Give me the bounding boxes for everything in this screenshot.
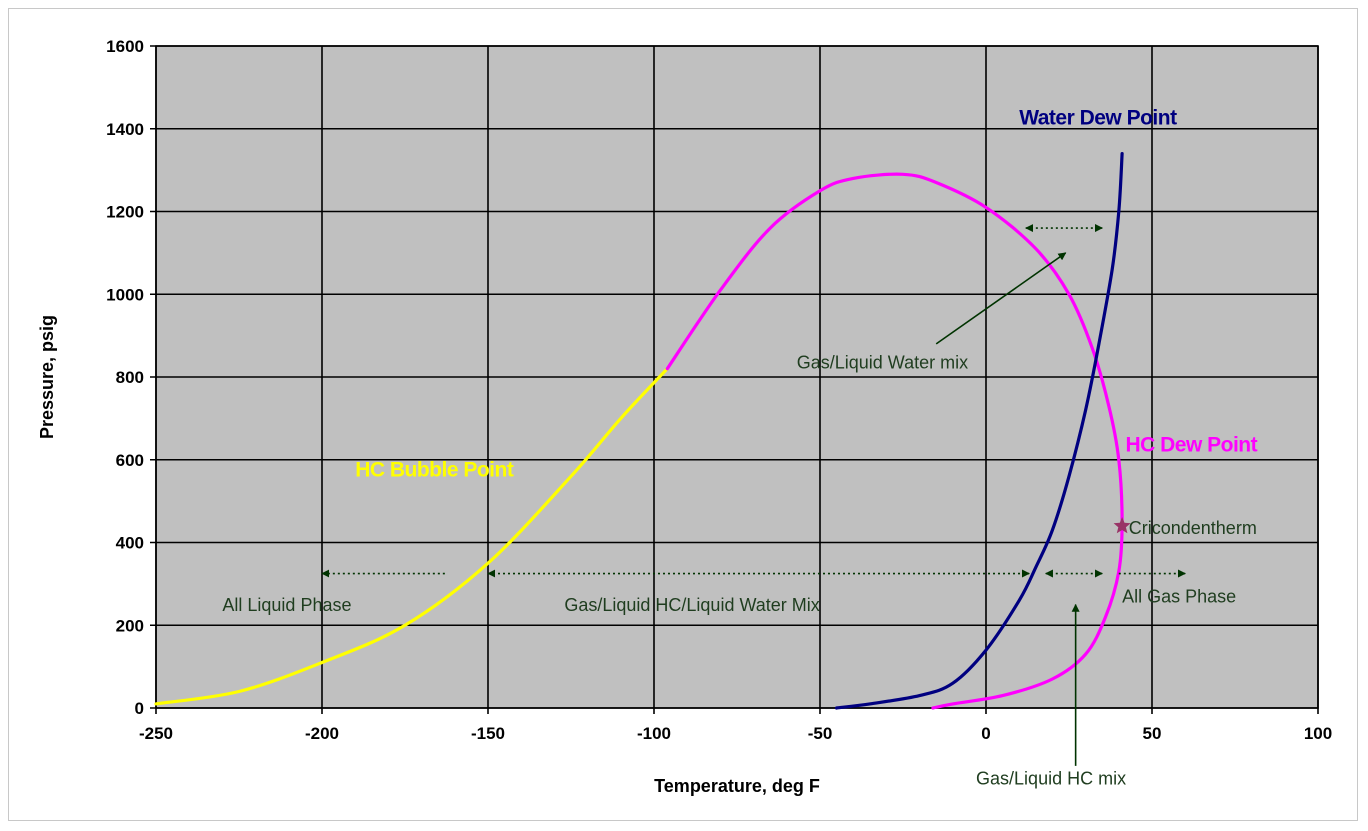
gas-liquid-hc-mix-label: Gas/Liquid HC mix <box>976 769 1126 789</box>
gas-liquid-water-mix-label: Gas/Liquid Water mix <box>797 353 968 373</box>
all-gas-phase-label: All Gas Phase <box>1122 586 1236 606</box>
x-tick-label: -50 <box>808 724 833 743</box>
gridlines <box>150 45 1319 714</box>
y-tick-label: 1200 <box>106 203 144 222</box>
water-dew-point-label: Water Dew Point <box>1019 107 1177 130</box>
x-tick-label: 0 <box>981 724 990 743</box>
curves <box>154 152 1131 710</box>
x-tick-label: -250 <box>139 724 173 743</box>
gas-liquid-hc-water-mix-label: Gas/Liquid HC/Liquid Water Mix <box>564 595 819 615</box>
chart-frame: -250 -200 -150 -100 -50 0 50 100 0 200 400 600 800 10… <box>8 8 1358 821</box>
cricondentherm-star-icon <box>1113 517 1131 534</box>
cricondentherm-label: Cricondentherm <box>1129 518 1257 538</box>
y-tick-label: 0 <box>135 699 144 718</box>
tick-labels: -250 -200 -150 -100 -50 0 50 100020040060080010… <box>106 37 1332 743</box>
hc-dew-point-curve <box>665 172 1124 710</box>
x-tick-label: -150 <box>471 724 505 743</box>
y-axis-label: Pressure, psig <box>37 315 57 439</box>
annotation-arrows <box>321 224 1186 766</box>
all-liquid-phase-label: All Liquid Phase <box>222 595 351 615</box>
y-tick-label: 400 <box>116 534 144 553</box>
y-tick-label: 800 <box>116 368 144 387</box>
y-tick-label: 1600 <box>106 37 144 56</box>
y-tick-label: 1000 <box>106 285 144 304</box>
phase-envelope-chart: -250 -200 -150 -100 -50 0 50 100020040060080010… <box>37 37 1332 796</box>
x-tick-label: 100 <box>1304 724 1332 743</box>
plot-border <box>155 45 1319 709</box>
water-mix-pointer-arrow <box>935 252 1067 345</box>
y-tick-label: 200 <box>116 616 144 635</box>
hc-bubble-point-label: HC Bubble Point <box>355 458 514 481</box>
y-tick-label: 1400 <box>106 120 144 139</box>
x-axis-label: Temperature, deg F <box>654 776 820 796</box>
y-tick-label: 600 <box>116 451 144 470</box>
hc-dew-point-label: HC Dew Point <box>1125 433 1257 456</box>
x-tick-label: -200 <box>305 724 339 743</box>
hc-bubble-point-curve <box>154 367 669 706</box>
x-tick-label: 50 <box>1143 724 1162 743</box>
water-dew-point-curve <box>835 152 1124 710</box>
x-tick-label: -100 <box>637 724 671 743</box>
